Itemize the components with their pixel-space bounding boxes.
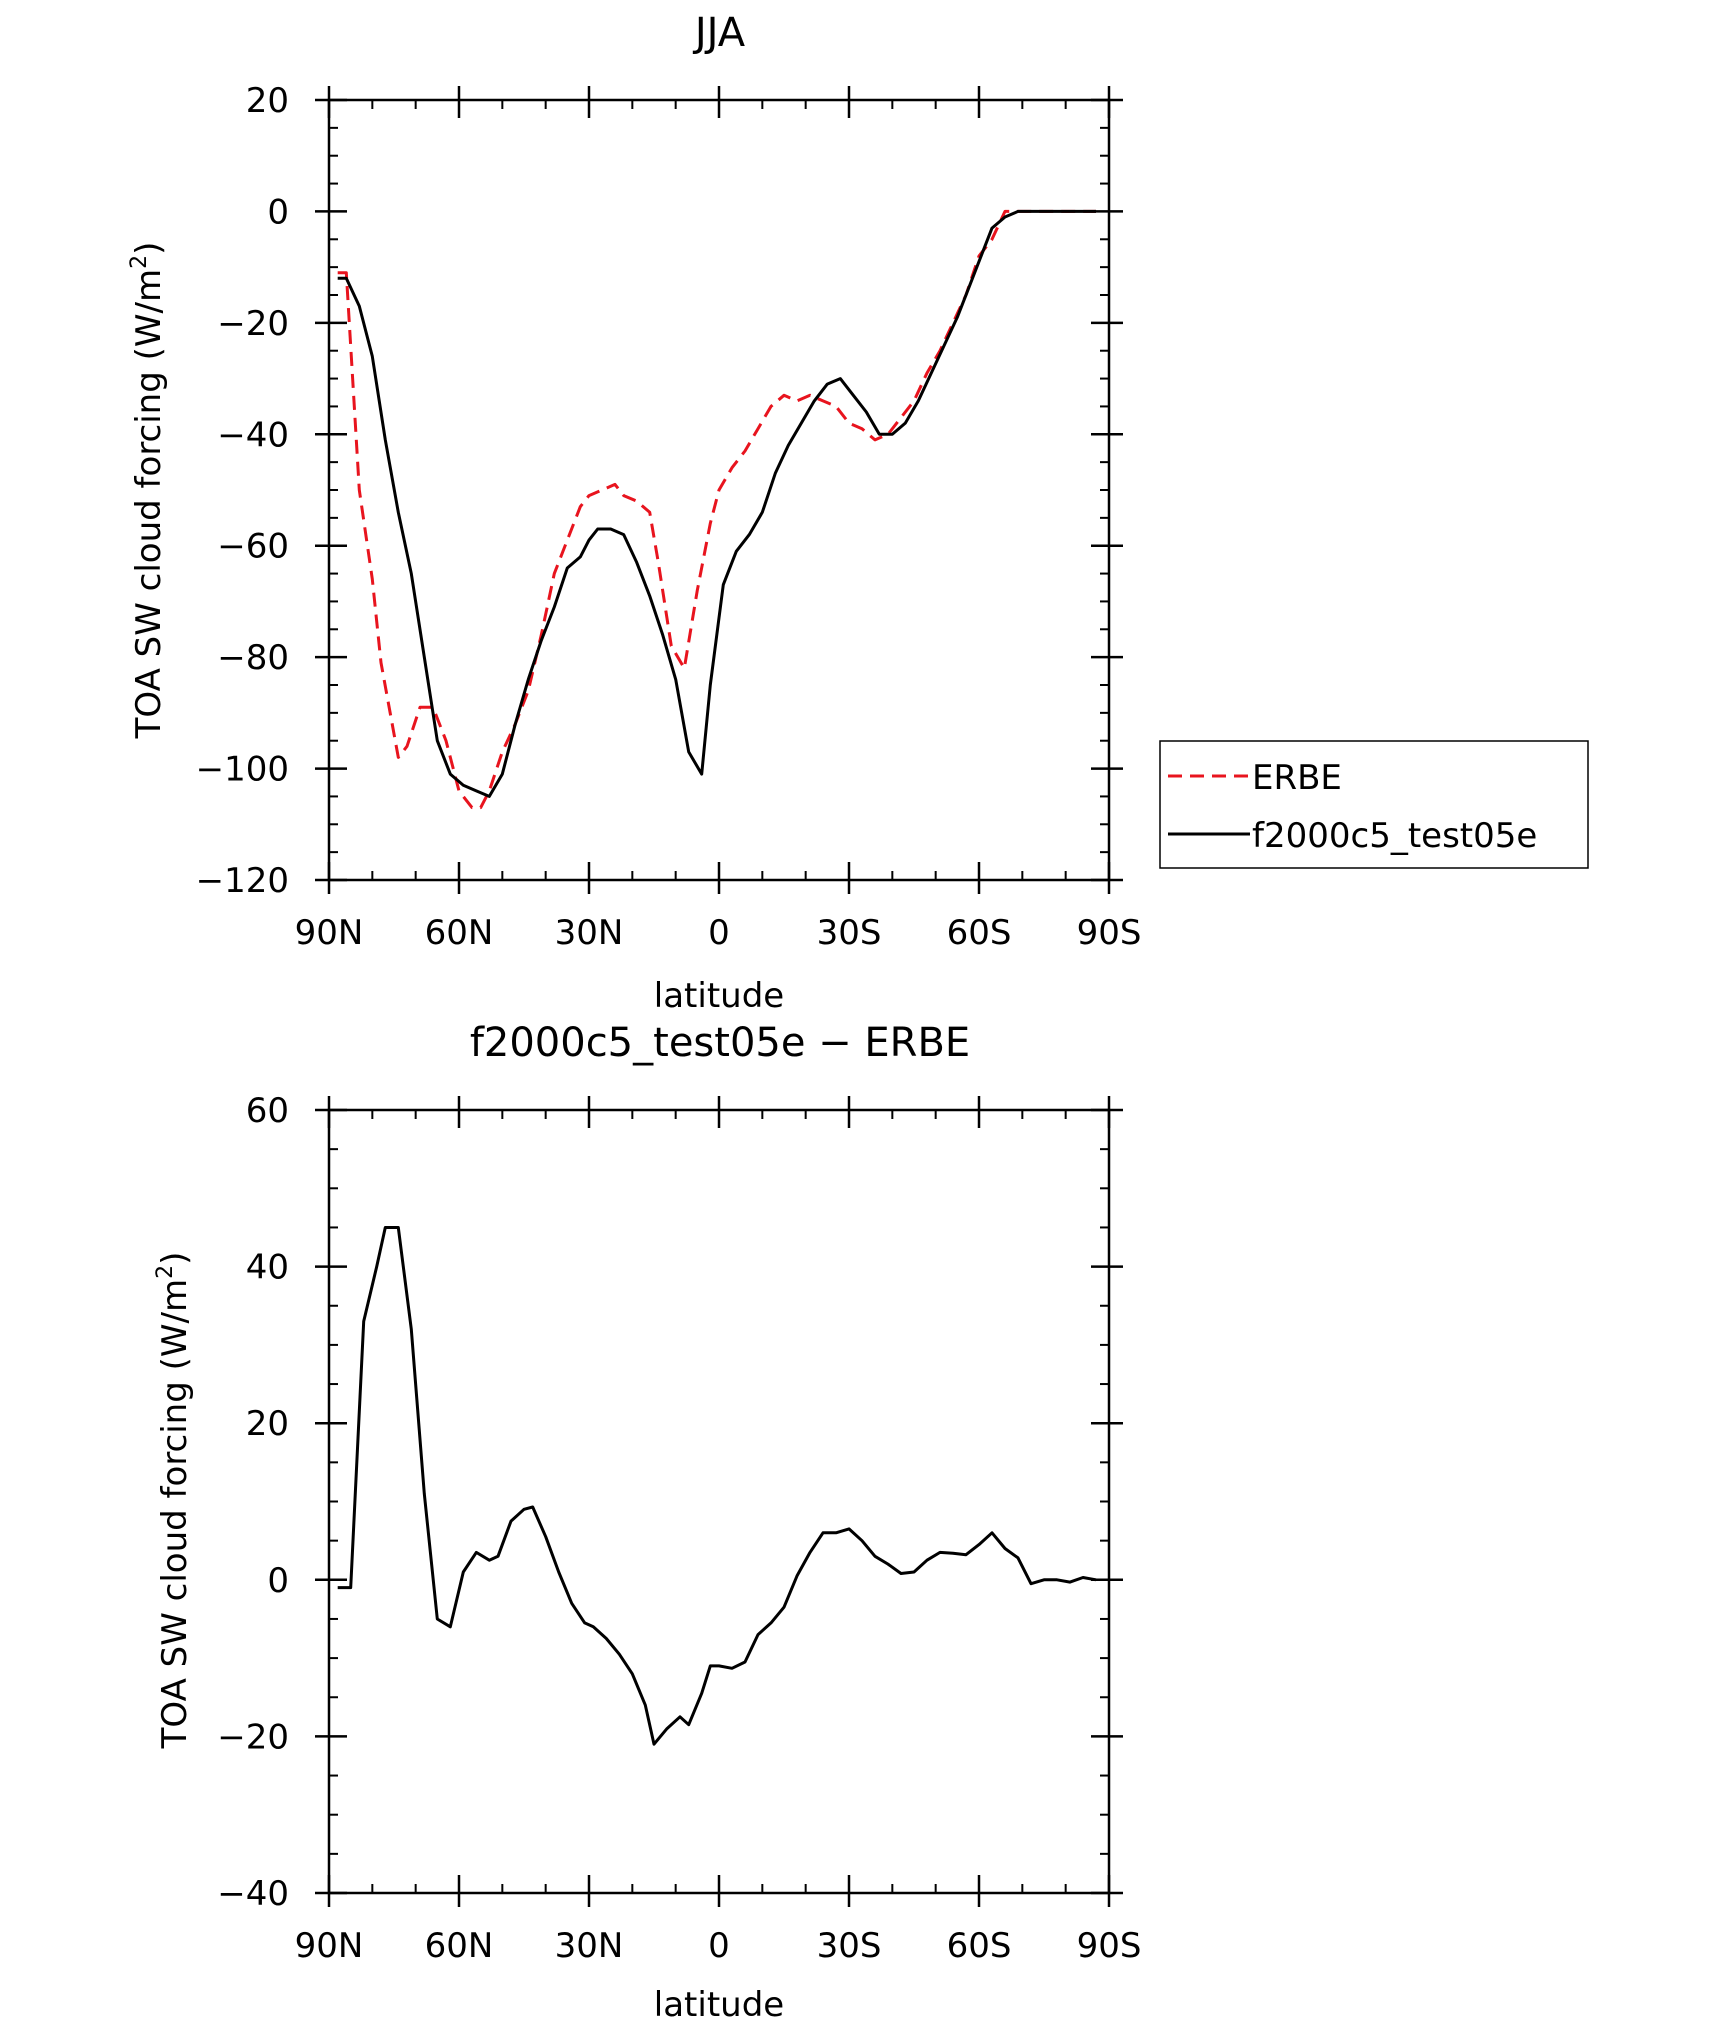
x-tick-label: 30S: [817, 913, 882, 953]
x-tick-label: 90S: [1077, 1926, 1142, 1966]
y-tick-label: 60: [246, 1091, 289, 1131]
x-tick-label: 90S: [1077, 913, 1142, 953]
y-tick-label: −100: [196, 750, 289, 790]
series-line-difference: [337, 1226, 1097, 1746]
y-tick-label: −80: [217, 638, 289, 678]
top-y-axis-label: TOA SW cloud forcing (W/m2): [127, 242, 169, 740]
bottom-chart-series: [337, 1226, 1097, 1746]
y-tick-label: −60: [217, 527, 289, 567]
x-tick-label: 0: [708, 913, 730, 953]
top-chart-series: [337, 209, 1096, 810]
top-chart-legend: ERBE f2000c5_test05e: [1159, 740, 1589, 869]
x-tick-label: 30N: [555, 913, 624, 953]
y-tick-label: 20: [246, 81, 289, 121]
y-tick-label: 0: [267, 1561, 289, 1601]
top-plot-frame: [327, 98, 1111, 882]
legend-label-model: f2000c5_test05e: [1252, 816, 1537, 856]
bottom-x-tick-labels: 90N 60N 30N 0 30S 60S 90S: [295, 1926, 1142, 1966]
bottom-y-axis-label: TOA SW cloud forcing (W/m2): [153, 1252, 195, 1750]
y-tick-label: 20: [246, 1404, 289, 1444]
x-tick-label: 90N: [295, 1926, 364, 1966]
bottom-chart-panel: f2000c5_test05e − ERBE 90N 60N 30N 0 30S 60S 9…: [153, 1020, 1141, 2021]
y-tick-label: −40: [217, 1874, 289, 1914]
top-x-axis-label: latitude: [654, 976, 784, 1016]
bottom-chart-title: f2000c5_test05e − ERBE: [470, 1020, 970, 1066]
top-chart-panel: JJA 90N 60N 30N 0 30S 60S 90S 20 0 −20 −40 −60 −80 −…: [127, 10, 1589, 1016]
top-y-tick-labels: 20 0 −20 −40 −60 −80 −100 −120: [196, 81, 289, 901]
series-line-model: [337, 209, 1096, 798]
x-tick-label: 60N: [425, 1926, 494, 1966]
x-tick-label: 60S: [947, 1926, 1012, 1966]
x-tick-label: 60S: [947, 913, 1012, 953]
y-tick-label: 0: [267, 192, 289, 232]
y-tick-label: −20: [217, 304, 289, 344]
bottom-plot-frame: [327, 1108, 1111, 1895]
legend-box: [1159, 740, 1589, 869]
x-tick-label: 30S: [817, 1926, 882, 1966]
y-tick-label: −20: [217, 1717, 289, 1757]
top-x-tick-labels: 90N 60N 30N 0 30S 60S 90S: [295, 913, 1142, 953]
y-tick-label: −40: [217, 415, 289, 455]
x-tick-label: 30N: [555, 1926, 624, 1966]
top-chart-title: JJA: [692, 10, 746, 56]
x-tick-label: 0: [708, 1926, 730, 1966]
y-tick-label: 40: [246, 1248, 289, 1288]
y-tick-label: −120: [196, 861, 289, 901]
bottom-x-axis-label: latitude: [654, 1985, 784, 2021]
bottom-y-tick-labels: 60 40 20 0 −20 −40: [217, 1091, 289, 1914]
x-tick-label: 90N: [295, 913, 364, 953]
legend-label-erbe: ERBE: [1252, 758, 1342, 798]
x-tick-label: 60N: [425, 913, 494, 953]
